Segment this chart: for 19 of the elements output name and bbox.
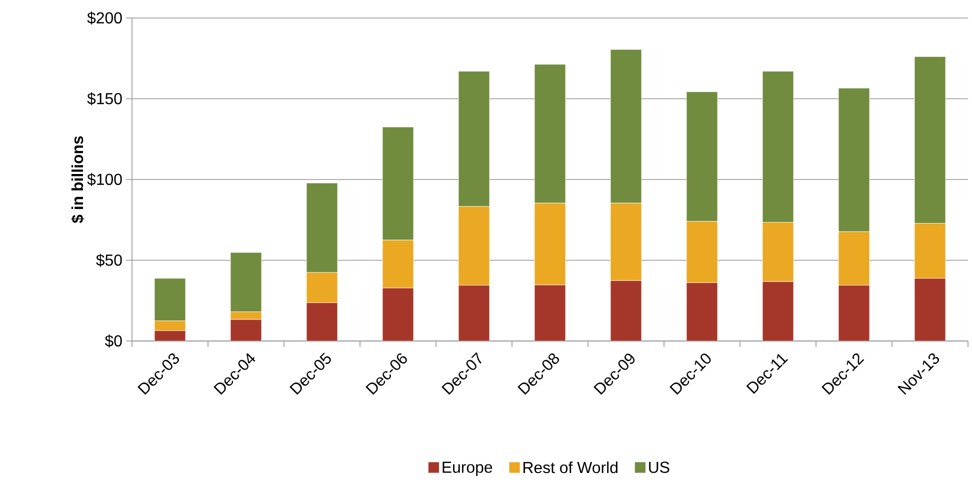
- y-tick-label: $50: [96, 254, 122, 267]
- y-tick-label: $200: [87, 12, 122, 24]
- legend-label: Europe: [442, 462, 492, 476]
- bar: [306, 302, 338, 341]
- bar: [610, 280, 642, 341]
- y-tick-label: $150: [87, 92, 122, 106]
- y-tick-label: $100: [87, 173, 122, 186]
- bar: [534, 284, 566, 341]
- bar: [762, 281, 794, 341]
- legend-label: Rest of World: [524, 461, 618, 474]
- bar: [838, 285, 870, 341]
- bar: [686, 282, 718, 341]
- bar: [230, 319, 262, 341]
- bar: [914, 278, 946, 341]
- bar: [458, 285, 490, 341]
- bar: [382, 288, 414, 341]
- y-axis-title: $ in billions: [71, 136, 84, 224]
- legend-label: US: [649, 462, 670, 473]
- y-tick-label: $0: [104, 334, 122, 348]
